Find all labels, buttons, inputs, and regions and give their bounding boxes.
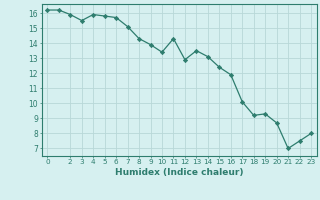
X-axis label: Humidex (Indice chaleur): Humidex (Indice chaleur) [115,168,244,177]
